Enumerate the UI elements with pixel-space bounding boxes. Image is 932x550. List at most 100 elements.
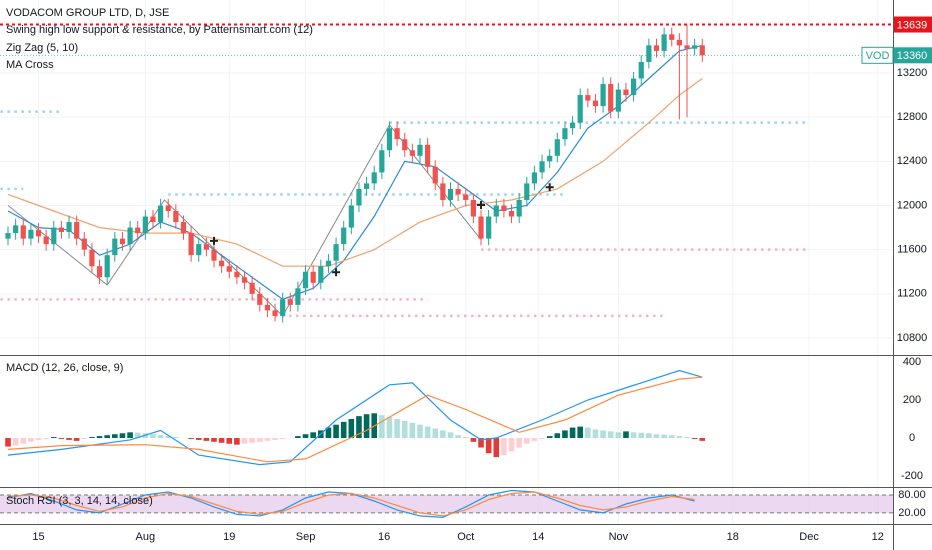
histogram-bar xyxy=(203,438,210,441)
candle-body xyxy=(524,183,530,200)
histogram-bar xyxy=(508,438,515,452)
indicator-line xyxy=(7,491,695,517)
candle-body xyxy=(440,183,446,200)
histogram-bar xyxy=(638,432,645,439)
histogram-bar xyxy=(615,432,622,439)
histogram-bar xyxy=(592,429,599,439)
candle-body xyxy=(455,188,461,195)
candle-body xyxy=(180,222,187,234)
candle-body xyxy=(592,100,599,107)
candle-body xyxy=(173,211,179,223)
candle-body xyxy=(516,199,522,217)
candle-body xyxy=(623,89,629,96)
histogram-bar xyxy=(691,438,698,439)
histogram-bar xyxy=(20,438,27,444)
candle-body xyxy=(20,225,26,239)
histogram-bar xyxy=(119,433,126,439)
candle-body xyxy=(417,144,423,156)
candle-body xyxy=(28,229,34,239)
candle-body xyxy=(157,205,164,223)
histogram-bar xyxy=(50,437,57,439)
histogram-bar xyxy=(684,437,690,439)
histogram-bar xyxy=(195,438,202,440)
histogram-bar xyxy=(501,438,507,456)
candle-body xyxy=(486,216,492,239)
histogram-bar xyxy=(150,434,156,439)
candle-body xyxy=(135,227,141,234)
y-tick-label: 400 xyxy=(903,356,921,368)
y-tick-label: 0 xyxy=(909,432,915,444)
candle-body xyxy=(539,161,545,173)
candle-body xyxy=(203,244,209,250)
histogram-bar xyxy=(569,427,576,439)
histogram-bar xyxy=(104,435,110,439)
candle-body xyxy=(219,260,225,267)
candle-body xyxy=(463,194,469,200)
candle-body xyxy=(562,128,568,140)
histogram-bar xyxy=(256,438,263,442)
histogram-bar xyxy=(523,438,530,444)
indicator-label: MA Cross xyxy=(6,59,54,71)
candle-body xyxy=(402,139,408,151)
x-tick-label: Sep xyxy=(296,531,316,543)
histogram-bar xyxy=(28,438,34,442)
candle-body xyxy=(508,211,515,217)
candle-body xyxy=(425,144,431,167)
x-tick-label: Oct xyxy=(457,531,474,543)
candle-body xyxy=(501,205,507,212)
candle-body xyxy=(638,61,644,79)
histogram-bar xyxy=(96,436,103,439)
symbol-badge xyxy=(861,46,894,64)
histogram-bar xyxy=(531,438,538,441)
histogram-bar xyxy=(493,438,500,458)
histogram-bar xyxy=(653,434,660,439)
histogram-bar xyxy=(409,422,416,439)
symbol-label: VOD xyxy=(866,50,890,62)
candle-body xyxy=(295,288,301,305)
histogram-bar xyxy=(73,438,80,441)
histogram-bar xyxy=(272,438,278,440)
ma-cross-marker xyxy=(210,236,218,245)
histogram-bar xyxy=(134,432,141,439)
histogram-bar xyxy=(43,438,49,439)
indicator-label: Swing high low support & resistance, by … xyxy=(6,24,313,36)
x-tick-label: 15 xyxy=(32,531,44,543)
candle-body xyxy=(676,39,682,46)
histogram-bar xyxy=(302,434,309,439)
candle-body xyxy=(74,222,80,239)
chart-title: VODACOM GROUP LTD, D, JSE xyxy=(6,7,169,19)
swing-high-label: 13639 xyxy=(897,19,928,31)
histogram-bar xyxy=(333,424,339,439)
candle-body xyxy=(226,266,232,272)
histogram-bar xyxy=(424,426,431,439)
histogram-bar xyxy=(394,419,400,439)
candle-body xyxy=(112,238,118,256)
candle-body xyxy=(432,166,438,184)
ma-cross-marker xyxy=(332,268,341,277)
candle-body xyxy=(165,205,171,212)
grid xyxy=(0,0,893,524)
y-tick-label: 12800 xyxy=(897,111,928,123)
candle-body xyxy=(280,299,286,316)
histogram-bar xyxy=(5,438,11,447)
candle-body xyxy=(234,271,240,278)
histogram-bar xyxy=(470,438,477,442)
candle-body xyxy=(600,84,606,107)
candle-body xyxy=(249,282,255,294)
y-tick-label: 12400 xyxy=(897,155,928,167)
candle-body xyxy=(58,227,65,232)
stoch-band xyxy=(0,494,893,513)
candle-body xyxy=(661,34,667,51)
candle-body xyxy=(325,260,332,267)
candle-body xyxy=(356,188,362,206)
candle-body xyxy=(379,150,385,173)
histogram-bar xyxy=(585,427,591,439)
histogram-bar xyxy=(676,436,683,439)
candle-body xyxy=(631,78,637,96)
histogram-bar xyxy=(58,438,65,439)
histogram-bar xyxy=(600,430,606,439)
y-tick-label: 11600 xyxy=(897,244,927,256)
x-tick-label: 18 xyxy=(727,531,739,543)
candle-body xyxy=(43,236,49,245)
